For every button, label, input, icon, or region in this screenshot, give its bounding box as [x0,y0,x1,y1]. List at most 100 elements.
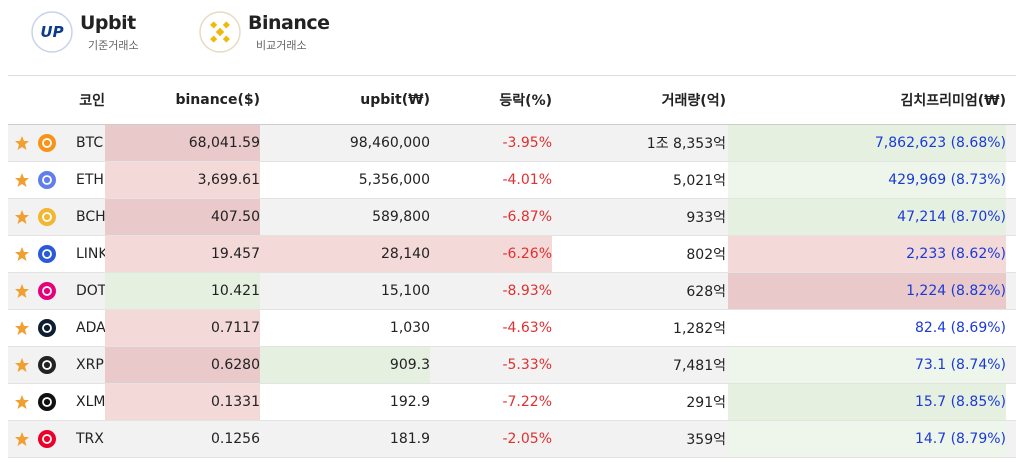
coin-icon-inner [42,397,52,407]
column-header: binance($) [175,92,260,108]
coin-icon [38,356,56,374]
favorite-star[interactable] [15,358,29,372]
table-cell: 3,699.61 [105,162,260,198]
table-cell: 1조 8,353억 [646,136,726,152]
favorite-star[interactable] [15,136,29,150]
table-cell: -4.63% [502,320,552,336]
table-cell: 192.9 [389,394,430,410]
price-table: 코인 binance($) upbit(₩) 등락(%) 거래량(억) 김치프리미엄(₩)… [8,75,1016,458]
upbit-logo-text: UP [40,23,63,41]
favorite-star[interactable] [15,395,29,409]
table-cell: 5,021억 [673,173,726,189]
row-icons[interactable] [8,236,64,272]
row-icons[interactable] [8,125,64,161]
coin-symbol: BCH [76,209,106,225]
table-cell: -2.05% [502,431,552,447]
table-cell: -7.22% [502,394,552,410]
table-cell: -5.33% [502,357,552,373]
coin-symbol: ETH [76,172,104,188]
coin-icon-inner [42,212,52,222]
coin-row: XRP 0.6280 909.3 -5.33% 7,481억 73.1 (8.74%) [8,347,1016,384]
table-cell: 19.457 [105,236,260,272]
row-icons[interactable] [8,273,64,309]
coin-icon [38,171,56,189]
coin-icon [38,208,56,226]
coin-row: TRX 0.1256 181.9 -2.05% 359억 14.7 (8.79%) [8,421,1016,458]
table-cell: 589,800 [372,209,430,225]
row-icons[interactable] [8,162,64,198]
table-cell: 28,140 [260,236,430,272]
favorite-star[interactable] [15,173,29,187]
coin-icon [38,319,56,337]
coin-row: BCH 407.50 589,800 -6.87% 933억 47,214 (8.70%) [8,199,1016,236]
coin-icon-inner [42,175,52,185]
table-cell: 14.7 (8.79%) [728,421,1006,457]
coin-icon [38,393,56,411]
table-cell: 802억 [686,247,726,263]
table-cell: 1,282억 [673,321,726,337]
table-cell: 73.1 (8.74%) [728,347,1006,383]
favorite-star[interactable] [15,247,29,261]
coin-row: ETH 3,699.61 5,356,000 -4.01% 5,021억 429,969 … [8,162,1016,199]
coin-symbol: TRX [76,431,104,447]
coin-row: LINK 19.457 28,140 -6.26% 802억 2,233 (8.62%) [8,236,1016,273]
row-icons[interactable] [8,421,64,457]
coin-icon-inner [42,434,52,444]
table-cell: 1,224 (8.82%) [728,273,1006,309]
table-cell: 291억 [686,395,726,411]
favorite-star[interactable] [15,284,29,298]
table-cell: -6.26% [430,236,552,272]
header-row: 코인 binance($) upbit(₩) 등락(%) 거래량(억) 김치프리미엄(₩) [8,75,1016,125]
upbit-exchange[interactable]: UP Upbit 기준거래소 [30,8,180,58]
table-cell: -6.87% [502,209,552,225]
coin-icon [38,134,56,152]
table-cell: 0.7117 [105,310,260,346]
coin-icon-inner [42,138,52,148]
coin-row: BTC 68,041.59 98,460,000 -3.95% 1조 8,353억 7,8… [8,125,1016,162]
row-icons[interactable] [8,347,64,383]
coin-symbol: DOT [76,283,107,299]
table-cell: 628억 [686,284,726,300]
table-cell: 7,862,623 (8.68%) [728,125,1006,161]
exchange-name: Binance [248,12,330,34]
row-icons[interactable] [8,199,64,235]
table-cell: 68,041.59 [105,125,260,161]
column-header: 거래량(억) [661,93,726,109]
favorite-star[interactable] [15,210,29,224]
row-icons[interactable] [8,384,64,420]
coin-symbol: BTC [76,135,104,151]
table-cell: -3.95% [502,135,552,151]
coin-symbol: XRP [76,357,104,373]
coin-icon [38,282,56,300]
binance-exchange[interactable]: Binance 비교거래소 [198,8,358,58]
table-cell: 0.6280 [105,347,260,383]
coin-row: DOT 10.421 15,100 -8.93% 628억 1,224 (8.82%) [8,273,1016,310]
table-cell: 15,100 [381,283,430,299]
table-cell: 82.4 (8.69%) [914,320,1006,336]
table-cell: 10.421 [105,273,260,309]
coin-icon-inner [42,360,52,370]
column-header: 등락(%) [499,93,552,109]
favorite-star[interactable] [15,321,29,335]
coin-row: XLM 0.1331 192.9 -7.22% 291억 15.7 (8.85%) [8,384,1016,421]
table-cell: 359억 [686,432,726,448]
coin-icon-inner [42,286,52,296]
coin-symbol: LINK [76,246,108,262]
table-cell: 407.50 [105,199,260,235]
table-cell: 0.1331 [105,384,260,420]
coin-icon-inner [42,323,52,333]
table-cell: -8.93% [502,283,552,299]
coin-row: ADA 0.7117 1,030 -4.63% 1,282억 82.4 (8.69%) [8,310,1016,347]
coin-icon [38,430,56,448]
table-cell: 1,030 [389,320,430,336]
column-header: 김치프리미엄(₩) [900,93,1006,109]
table-cell: 2,233 (8.62%) [728,236,1006,272]
table-cell: 429,969 (8.73%) [728,162,1006,198]
row-icons[interactable] [8,310,64,346]
coin-symbol: XLM [76,394,106,410]
favorite-star[interactable] [15,432,29,446]
table-cell: 0.1256 [211,431,260,447]
column-header: upbit(₩) [360,92,430,108]
table-cell: 47,214 (8.70%) [728,199,1006,235]
